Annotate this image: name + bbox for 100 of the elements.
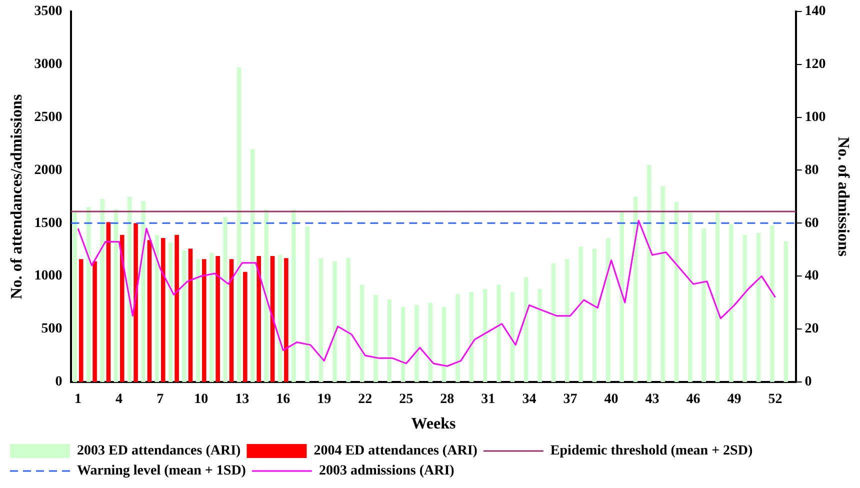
bar bbox=[236, 68, 242, 382]
bar bbox=[174, 234, 179, 382]
legend-label: 2004 ED attendances (ARI) bbox=[314, 444, 478, 459]
x-tick-label: 40 bbox=[604, 392, 618, 408]
bar bbox=[715, 212, 720, 382]
bar bbox=[387, 299, 392, 382]
bar bbox=[551, 263, 556, 382]
bar bbox=[770, 225, 774, 382]
bar bbox=[318, 258, 324, 382]
bar bbox=[688, 212, 692, 382]
y-tick-label: 0 bbox=[55, 374, 62, 390]
bar bbox=[229, 259, 234, 382]
bar bbox=[284, 258, 288, 382]
y2-tick-label: 0 bbox=[804, 374, 812, 390]
y2-tick-label: 80 bbox=[804, 162, 819, 178]
y-axis-title: No. of attendances/admissions bbox=[8, 94, 26, 300]
bar bbox=[196, 259, 200, 382]
x-tick-label: 49 bbox=[727, 392, 742, 408]
x-tick-label: 25 bbox=[399, 392, 414, 408]
bar bbox=[524, 277, 528, 382]
bar bbox=[292, 209, 296, 382]
bar bbox=[442, 306, 446, 382]
bar bbox=[250, 149, 255, 382]
legend-label: Epidemic threshold (mean + 2SD) bbox=[550, 444, 753, 459]
bar bbox=[538, 288, 542, 382]
x-tick-label: 52 bbox=[768, 392, 782, 408]
legend-label: Warning level (mean + 1SD) bbox=[77, 464, 246, 479]
bar bbox=[620, 212, 624, 382]
y-tick-label: 500 bbox=[41, 322, 62, 337]
x-tick-label: 16 bbox=[276, 392, 290, 408]
x-tick-label: 43 bbox=[645, 392, 660, 408]
bar bbox=[606, 238, 610, 382]
x-tick-label: 1 bbox=[74, 392, 82, 408]
legend-label: 2003 admissions (ARI) bbox=[318, 464, 455, 479]
bar bbox=[154, 234, 160, 382]
x-tick-label: 28 bbox=[440, 392, 454, 408]
bar bbox=[256, 256, 261, 382]
bar bbox=[86, 207, 91, 382]
bar bbox=[120, 234, 124, 382]
bar bbox=[100, 198, 104, 382]
y2-tick-label: 40 bbox=[804, 268, 819, 284]
y2-tick-label: 120 bbox=[804, 56, 826, 72]
y-tick-label: 3500 bbox=[34, 4, 62, 20]
x-tick-label: 4 bbox=[116, 392, 123, 408]
bar bbox=[223, 216, 228, 382]
bar bbox=[127, 196, 132, 382]
legend-label: 2003 ED attendances (ARI) bbox=[77, 444, 242, 459]
bar bbox=[784, 241, 788, 382]
bar bbox=[346, 258, 351, 382]
bar bbox=[188, 248, 193, 382]
x-tick-label: 7 bbox=[156, 392, 164, 408]
bar bbox=[141, 200, 146, 382]
y-tick-label: 2500 bbox=[34, 110, 62, 125]
y-tick-label: 1000 bbox=[34, 268, 62, 284]
bar bbox=[469, 292, 474, 382]
bar bbox=[510, 292, 515, 382]
bar bbox=[660, 186, 665, 382]
bar bbox=[564, 259, 570, 382]
y2-tick-label: 20 bbox=[804, 322, 819, 337]
bar bbox=[305, 226, 310, 382]
y-tick-label: 2000 bbox=[34, 162, 62, 178]
bar bbox=[72, 212, 78, 382]
bar bbox=[496, 284, 501, 382]
bar bbox=[134, 223, 138, 382]
x-tick-label: 13 bbox=[235, 392, 250, 408]
x-tick-label: 19 bbox=[317, 392, 332, 408]
y-tick-label: 1500 bbox=[34, 216, 62, 231]
bar bbox=[374, 295, 378, 382]
bar bbox=[456, 294, 460, 382]
bar bbox=[202, 259, 206, 382]
x-tick-label: 31 bbox=[481, 392, 496, 408]
bar bbox=[400, 306, 406, 382]
bar bbox=[578, 246, 583, 382]
x-tick-label: 22 bbox=[358, 392, 372, 408]
bar bbox=[106, 222, 111, 382]
bar bbox=[428, 302, 433, 382]
bar bbox=[210, 252, 214, 382]
y2-axis-title: No. of admissions bbox=[834, 136, 852, 256]
bar bbox=[729, 224, 734, 382]
bar bbox=[592, 248, 597, 382]
x-tick-label: 34 bbox=[522, 392, 536, 408]
bar bbox=[182, 250, 186, 382]
bar bbox=[160, 238, 166, 382]
bar bbox=[264, 209, 269, 382]
bar bbox=[647, 164, 652, 382]
x-tick-label: 10 bbox=[194, 392, 208, 408]
bar bbox=[414, 304, 419, 382]
bar bbox=[216, 256, 220, 382]
bar bbox=[92, 261, 97, 382]
bar bbox=[674, 202, 679, 382]
y2-tick-label: 60 bbox=[804, 216, 819, 231]
bar bbox=[332, 261, 337, 382]
x-tick-label: 46 bbox=[686, 392, 700, 408]
bar bbox=[742, 234, 748, 382]
bar bbox=[756, 232, 761, 382]
bar bbox=[147, 240, 152, 382]
y2-tick-label: 100 bbox=[804, 110, 826, 125]
bar bbox=[78, 259, 84, 382]
bar bbox=[482, 288, 488, 382]
x-axis-title: Weeks bbox=[411, 416, 456, 433]
